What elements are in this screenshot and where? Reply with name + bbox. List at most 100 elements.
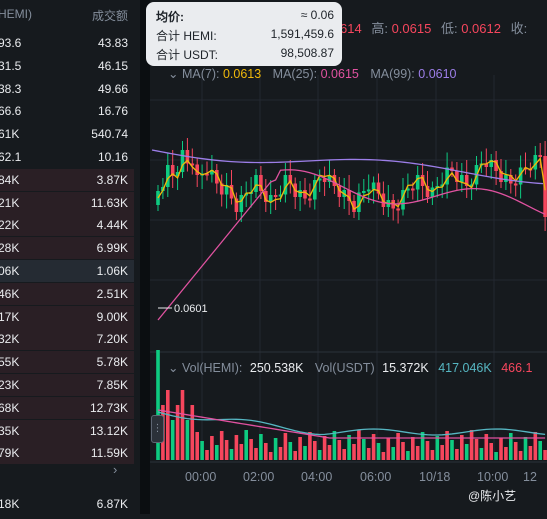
volume-bar (450, 440, 454, 460)
order-book-row[interactable]: 46K 2.51K (0, 282, 134, 305)
candle-body (327, 175, 332, 182)
volume-bar (362, 439, 366, 460)
candle-body (166, 165, 170, 187)
order-book-row[interactable]: 35K 13.12K (0, 419, 134, 442)
volume-bar (195, 432, 199, 460)
order-total: 7.85K (96, 378, 128, 392)
candle-body (239, 195, 244, 212)
close-partial: 614 (340, 21, 362, 36)
order-amount: 79K (0, 446, 20, 461)
order-book-row[interactable]: 68K 12.73K (0, 396, 134, 419)
ma25-label: MA(25): (272, 67, 318, 81)
ma-legend: ⌄ MA(7): 0.0613 MA(25): 0.0615 MA(99): 0… (168, 66, 457, 81)
volume-bar (180, 390, 185, 460)
order-book-row[interactable]: 66.6 16.76 (0, 100, 134, 122)
ma7-line (157, 157, 546, 211)
order-book-row[interactable]: 38.3 49.66 (0, 78, 134, 100)
candle-body (332, 175, 337, 186)
drag-handle-icon[interactable]: ⋮ (151, 415, 164, 443)
order-book-row[interactable]: 06K 1.06K (0, 260, 134, 282)
volume-bar (268, 452, 273, 460)
order-amount: 66.6 (0, 104, 22, 119)
volume-bar (185, 420, 190, 460)
order-book-row[interactable]: 31.5 46.15 (0, 55, 134, 77)
order-book-row[interactable]: 61K 540.74 (0, 123, 134, 145)
order-total: 2.51K (96, 286, 128, 301)
order-amount: 06K (0, 264, 20, 278)
candle-body (538, 155, 542, 157)
candle-body (401, 190, 405, 210)
volume-bar (469, 430, 474, 460)
volume-bar (489, 443, 493, 460)
tooltip-hemi-row: 合计 HEMI: 1,591,459.6 (156, 27, 334, 43)
volume-bar (303, 446, 307, 460)
volume-bar (528, 446, 533, 460)
candle-body (180, 150, 185, 172)
candle-body (440, 184, 444, 187)
candle-body (229, 185, 234, 199)
volume-bar (543, 450, 547, 460)
candle-body (288, 175, 293, 184)
volume-bar (293, 451, 297, 460)
order-book-row[interactable]: 62.1 10.16 (0, 146, 134, 168)
order-book-row[interactable]: 32K 7.20K (0, 328, 134, 351)
time-axis-label: 06:00 (360, 470, 392, 484)
volume-bar (224, 440, 229, 460)
chevron-right-icon[interactable]: › (113, 462, 118, 477)
volume-bar (440, 445, 444, 460)
candle-body (308, 198, 312, 201)
order-total: 49.66 (97, 81, 128, 96)
kline-chart[interactable]: 0.0601 (150, 0, 547, 514)
time-axis-label: 00:00 (185, 470, 217, 484)
candlestick-chart-svg: 0.0601 (150, 75, 547, 463)
candle-body (254, 175, 258, 192)
order-book-row[interactable]: 93.6 43.83 (0, 32, 134, 54)
order-book-row[interactable]: 79K 11.59K (0, 442, 134, 465)
candle-body (533, 155, 538, 170)
candle-body (313, 180, 317, 200)
candle-body (303, 190, 307, 199)
order-total: 11.59K (90, 446, 128, 461)
candle-body (499, 171, 503, 182)
order-book-row[interactable]: 84K 3.87K (0, 168, 134, 191)
volume-bar (538, 441, 542, 460)
volume-bar (415, 446, 420, 460)
candle-body (420, 175, 425, 186)
candle-body (489, 160, 493, 167)
order-book-row[interactable]: 22K 4.44K (0, 214, 134, 237)
candle-body (278, 194, 283, 197)
order-amount: 61K (0, 127, 20, 142)
candle-body (469, 184, 474, 187)
volume-bar (381, 452, 386, 460)
price-tooltip: 均价: ≈ 0.06 合计 HEMI: 1,591,459.6 合计 USDT:… (146, 2, 342, 66)
volume-bar (190, 405, 195, 460)
order-book-row[interactable]: 28K 6.99K (0, 237, 134, 260)
volume-bar (175, 405, 180, 460)
order-book-row[interactable]: 55K 5.78K (0, 351, 134, 374)
order-book-bottom-row: 18K 6.87K (0, 492, 140, 514)
volume-bar (504, 447, 508, 460)
volume-bar (244, 430, 248, 460)
order-book-row[interactable]: 23K 7.85K (0, 374, 134, 396)
candle-body (224, 185, 229, 195)
volume-bar (406, 451, 410, 460)
volume-bar (371, 434, 376, 460)
volume-bar (474, 439, 479, 460)
chevron-down-icon[interactable]: ⌄ (168, 361, 179, 375)
vol-usdt-value: 15.372K (382, 361, 429, 375)
order-book-row[interactable]: 21K 11.63K (0, 191, 134, 214)
order-amount: 84K (0, 172, 20, 187)
chevron-down-icon[interactable]: ⌄ (168, 67, 179, 81)
volume-bar (308, 432, 312, 460)
candle-body (445, 167, 449, 185)
volume-bar (411, 437, 415, 460)
volume-bar (455, 449, 459, 460)
volume-bar (494, 452, 498, 460)
order-book-row[interactable]: 17K 9.00K (0, 305, 134, 328)
volume-bar (464, 444, 469, 460)
ma99-value: 0.0610 (418, 67, 457, 81)
candle-body (219, 183, 224, 195)
vol-extra-2: 466.1 (501, 361, 533, 375)
volume-bar (210, 436, 214, 460)
volume-bar (425, 441, 430, 460)
